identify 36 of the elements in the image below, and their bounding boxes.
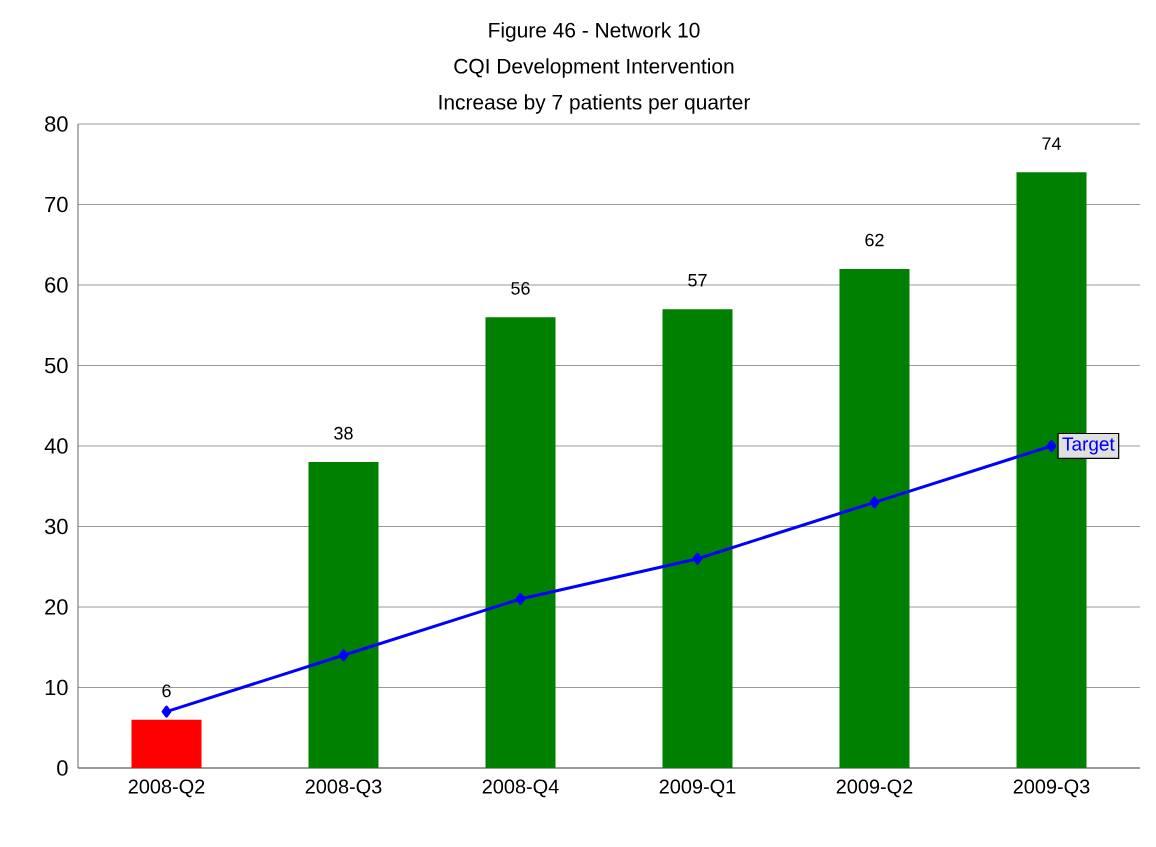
series-label: Target bbox=[1062, 437, 1115, 455]
y-tick-label: 0 bbox=[57, 760, 68, 776]
data-label: 74 bbox=[1042, 137, 1061, 150]
x-tick-label: 2009-Q3 bbox=[1013, 779, 1090, 798]
text: Increase by 7 patients per quarter bbox=[439, 94, 751, 114]
data-label: 6 bbox=[162, 684, 171, 698]
data-label: 56 bbox=[511, 281, 530, 295]
point bbox=[161, 705, 172, 718]
point bbox=[515, 592, 526, 605]
y-tick-label: 60 bbox=[45, 277, 68, 293]
point bbox=[1046, 440, 1057, 452]
y-tick-label: 20 bbox=[45, 599, 68, 615]
x-tick-label: 2008-Q3 bbox=[305, 779, 382, 798]
x-tick-label: 2009-Q1 bbox=[659, 779, 736, 798]
y-tick-label: 50 bbox=[44, 357, 68, 374]
bar bbox=[485, 317, 556, 768]
x-tick-label: 2009-Q2 bbox=[836, 779, 913, 798]
y-tick-label: 30 bbox=[44, 518, 68, 535]
point bbox=[869, 496, 880, 509]
chart-title: Figure 46 - Network 10 bbox=[489, 22, 700, 42]
y-tick-label: 70 bbox=[45, 196, 68, 213]
point bbox=[338, 649, 349, 662]
bar bbox=[662, 309, 733, 768]
y-tick-label: 10 bbox=[45, 679, 68, 696]
data-label: 62 bbox=[865, 233, 884, 247]
data-label: 57 bbox=[688, 274, 707, 287]
x-tick-label: 2008-Q4 bbox=[482, 779, 559, 798]
data-label: 38 bbox=[334, 426, 353, 440]
bar bbox=[131, 719, 202, 768]
point bbox=[692, 552, 703, 565]
chart-subtitle: CQI Development Intervention bbox=[454, 58, 734, 78]
bar bbox=[839, 268, 910, 768]
y-tick-label: 80 bbox=[45, 116, 68, 132]
bar bbox=[308, 462, 379, 768]
x-tick-label: 2008-Q2 bbox=[128, 779, 205, 798]
y-tick-label: 40 bbox=[44, 438, 68, 454]
